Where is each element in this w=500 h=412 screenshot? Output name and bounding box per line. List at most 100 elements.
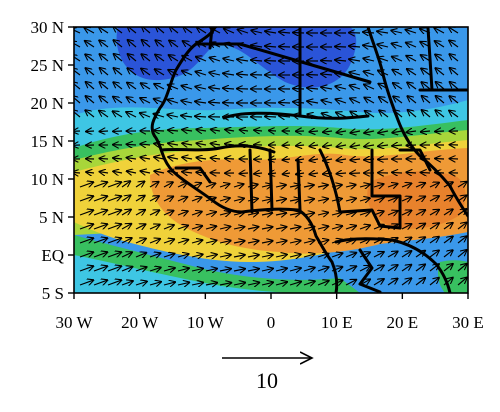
wind-vector xyxy=(177,226,188,230)
wind-vector xyxy=(182,71,193,75)
wind-vector xyxy=(296,145,305,146)
wind-vector xyxy=(415,183,425,187)
wind-vector xyxy=(364,71,375,75)
wind-vector xyxy=(247,241,259,243)
wind-vector xyxy=(209,73,221,76)
wind-vector xyxy=(93,224,107,230)
reference-vector-label: 10 xyxy=(256,368,278,393)
wind-vector xyxy=(85,41,95,48)
wind-vector xyxy=(182,130,193,131)
wind-vector xyxy=(429,210,439,215)
wind-vector xyxy=(345,266,356,271)
wind-vector xyxy=(86,68,95,76)
wind-vector xyxy=(393,83,403,90)
wind-vector xyxy=(450,82,459,90)
wind-vector xyxy=(183,41,193,48)
wind-vector xyxy=(279,32,291,33)
wind-vector xyxy=(86,172,95,173)
wind-vector xyxy=(407,69,417,76)
wind-vector xyxy=(350,145,361,147)
wind-vector xyxy=(359,212,370,215)
wind-vector xyxy=(293,33,305,34)
wind-vector xyxy=(254,130,263,131)
wind-vector xyxy=(79,224,93,230)
wind-vector xyxy=(107,224,121,230)
wind-vector xyxy=(191,183,201,187)
wind-vector xyxy=(407,131,417,132)
wind-vector xyxy=(211,143,221,145)
wind-vector xyxy=(154,114,165,117)
wind-vector xyxy=(275,241,287,243)
wind-vector xyxy=(127,97,137,104)
wind-vector xyxy=(126,112,137,117)
wind-vector xyxy=(373,252,384,257)
wind-vector xyxy=(429,237,439,244)
wind-vector xyxy=(289,282,301,285)
wind-vector xyxy=(247,227,258,229)
wind-vector xyxy=(435,173,445,174)
wind-vector xyxy=(154,99,165,103)
wind-vector xyxy=(359,198,370,201)
wind-vector xyxy=(254,173,263,174)
wind-vector xyxy=(406,30,417,33)
wind-vector xyxy=(408,110,417,118)
wind-vector xyxy=(149,182,159,187)
wind-vector xyxy=(191,226,202,229)
wind-vector xyxy=(349,46,361,47)
wind-vector xyxy=(435,131,445,132)
wind-vector xyxy=(74,29,81,34)
lon-tick-label: 10 W xyxy=(187,313,225,332)
wind-vector xyxy=(457,278,467,286)
wind-vector xyxy=(337,131,347,133)
wind-vector xyxy=(205,212,216,215)
wind-vector xyxy=(113,40,123,48)
wind-vector xyxy=(107,210,121,216)
wind-vector xyxy=(233,227,244,229)
wind-vector xyxy=(233,184,244,187)
wind-vector xyxy=(364,131,375,133)
wind-vector xyxy=(141,83,151,90)
wind-vector xyxy=(317,281,329,285)
wind-vector xyxy=(336,112,347,117)
wind-vector xyxy=(275,255,287,258)
wind-vector xyxy=(79,266,93,272)
wind-vector xyxy=(457,236,467,244)
wind-vector xyxy=(135,210,145,215)
wind-vector xyxy=(435,55,445,62)
wind-vector xyxy=(429,183,439,187)
wind-vector xyxy=(168,85,179,89)
wind-vector xyxy=(283,173,291,174)
wind-vector xyxy=(100,82,109,90)
wind-vector xyxy=(113,171,123,173)
lat-tick-label: 15 N xyxy=(30,132,64,151)
wind-vector xyxy=(86,96,95,104)
wind-vector xyxy=(421,55,431,62)
map-panel xyxy=(74,27,468,293)
wind-vector xyxy=(401,183,411,187)
wind-vector xyxy=(373,225,384,229)
wind-vector xyxy=(363,32,375,33)
wind-vector xyxy=(415,210,425,215)
wind-vector xyxy=(331,280,343,285)
wind-vector xyxy=(177,240,188,243)
wind-vector xyxy=(321,74,333,75)
wind-vector xyxy=(365,111,375,118)
wind-vector xyxy=(85,54,95,62)
wind-vector xyxy=(107,238,121,244)
wind-vector xyxy=(155,55,165,62)
wind-vector xyxy=(237,74,249,75)
wind-vector xyxy=(168,157,179,159)
wind-vector xyxy=(269,131,277,132)
wind-vector xyxy=(279,116,291,117)
wind-vector xyxy=(364,145,375,147)
wind-vector xyxy=(289,254,301,257)
wind-vector xyxy=(289,268,301,271)
wind-vector xyxy=(331,226,342,229)
wind-vector xyxy=(293,115,305,117)
wind-vector xyxy=(127,83,137,90)
lat-tick-label: 25 N xyxy=(30,56,64,75)
wind-vector xyxy=(74,110,81,118)
wind-vector xyxy=(289,185,300,187)
wind-vector xyxy=(373,211,384,215)
wind-vector xyxy=(135,196,145,201)
